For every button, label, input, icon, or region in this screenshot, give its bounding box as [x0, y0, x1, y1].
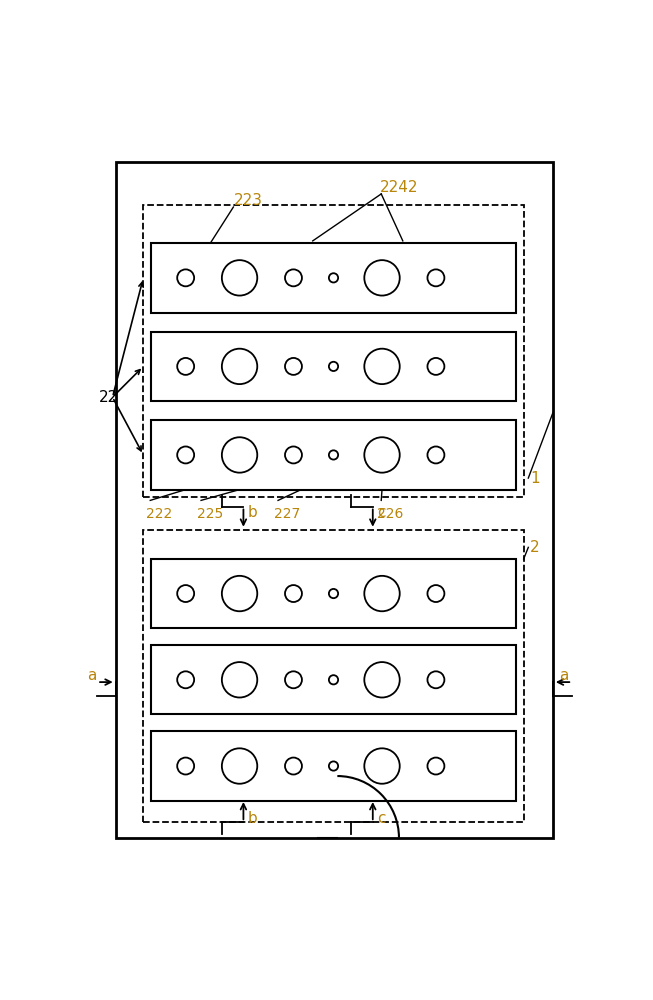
Circle shape — [222, 260, 257, 296]
Circle shape — [222, 662, 257, 698]
Text: 2: 2 — [530, 540, 539, 555]
Circle shape — [364, 662, 400, 698]
Circle shape — [428, 758, 445, 774]
Circle shape — [329, 589, 338, 598]
Circle shape — [222, 576, 257, 611]
Circle shape — [177, 758, 194, 774]
Circle shape — [329, 362, 338, 371]
Text: 227: 227 — [274, 507, 300, 521]
Circle shape — [428, 671, 445, 688]
Circle shape — [285, 446, 302, 463]
Circle shape — [285, 585, 302, 602]
Bar — [143, 205, 524, 497]
Bar — [151, 243, 516, 312]
Circle shape — [285, 758, 302, 774]
Text: c: c — [377, 505, 385, 520]
Circle shape — [428, 269, 445, 286]
Text: 1: 1 — [530, 471, 539, 486]
Text: 225: 225 — [197, 507, 223, 521]
Text: 22: 22 — [99, 390, 118, 405]
Circle shape — [428, 446, 445, 463]
Bar — [116, 162, 553, 838]
Circle shape — [177, 585, 194, 602]
Circle shape — [364, 748, 400, 784]
Circle shape — [222, 748, 257, 784]
Text: a: a — [87, 668, 97, 683]
Circle shape — [285, 269, 302, 286]
Circle shape — [329, 450, 338, 460]
Bar — [151, 332, 516, 401]
Circle shape — [364, 349, 400, 384]
Circle shape — [222, 349, 257, 384]
Bar — [151, 559, 516, 628]
Bar — [143, 530, 524, 822]
Circle shape — [177, 446, 194, 463]
Text: c: c — [377, 811, 385, 826]
Text: a: a — [559, 668, 569, 683]
Circle shape — [222, 437, 257, 473]
Circle shape — [428, 585, 445, 602]
Circle shape — [285, 671, 302, 688]
Bar — [151, 645, 516, 714]
Circle shape — [177, 671, 194, 688]
Circle shape — [364, 437, 400, 473]
Circle shape — [177, 269, 194, 286]
Circle shape — [177, 358, 194, 375]
Circle shape — [364, 576, 400, 611]
Text: 226: 226 — [377, 507, 404, 521]
Circle shape — [329, 761, 338, 771]
Circle shape — [364, 260, 400, 296]
Text: 2242: 2242 — [379, 180, 418, 195]
Circle shape — [428, 358, 445, 375]
Bar — [151, 420, 516, 490]
Circle shape — [329, 675, 338, 684]
Bar — [151, 731, 516, 801]
Text: b: b — [247, 505, 257, 520]
Text: 222: 222 — [146, 507, 172, 521]
Text: 223: 223 — [233, 193, 263, 208]
Circle shape — [329, 273, 338, 282]
Circle shape — [285, 358, 302, 375]
Text: b: b — [247, 811, 257, 826]
